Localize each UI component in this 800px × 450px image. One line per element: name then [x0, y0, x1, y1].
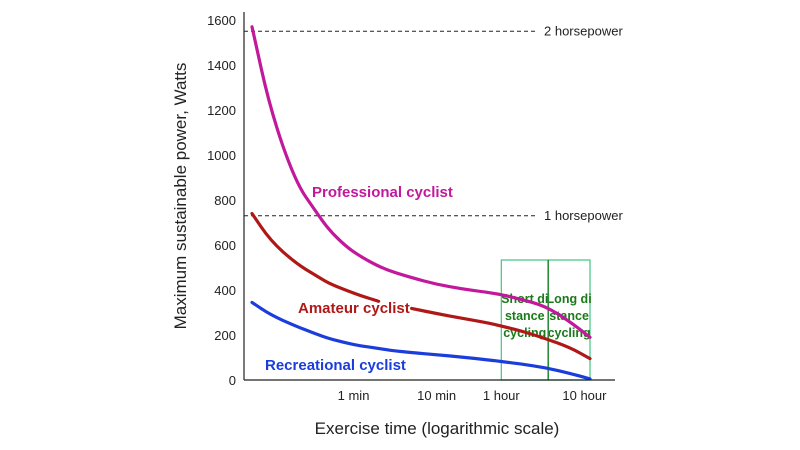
x-axis-label: Exercise time (logarithmic scale) — [315, 419, 560, 438]
series-line — [250, 300, 592, 381]
y-tick-labels: 0 200 400 600 800 1000 1200 1400 1600 — [207, 13, 236, 388]
x-tick-label: 10 hour — [562, 388, 607, 403]
y-tick-label: 200 — [214, 328, 236, 343]
y-tick-label: 0 — [229, 373, 236, 388]
series-lines — [250, 25, 592, 381]
x-tick-label: 10 min — [417, 388, 456, 403]
x-tick-label: 1 min — [338, 388, 370, 403]
reference-lines: 2 horsepower 1 horsepower — [244, 23, 623, 223]
y-tick-label: 1200 — [207, 103, 236, 118]
x-tick-label: 1 hour — [483, 388, 521, 403]
y-tick-label: 1600 — [207, 13, 236, 28]
curve-labels: Professional cyclist Amateur cyclist Recre… — [265, 184, 453, 374]
y-tick-label: 1000 — [207, 148, 236, 163]
y-tick-label: 400 — [214, 283, 236, 298]
x-tick-labels: 1 min 10 min 1 hour 10 hour — [338, 388, 608, 403]
y-axis-label: Maximum sustainable power, Watts — [171, 63, 190, 330]
y-tick-label: 600 — [214, 238, 236, 253]
region-label: stance — [505, 309, 545, 323]
region-label: Long di — [547, 292, 592, 306]
y-tick-label: 1400 — [207, 58, 236, 73]
series-line — [410, 306, 592, 361]
reference-line-label: 2 horsepower — [544, 23, 623, 38]
series-label: Professional cyclist — [312, 184, 453, 201]
series-line — [250, 211, 381, 303]
series-label: Amateur cyclist — [298, 300, 410, 317]
axes — [243, 12, 615, 381]
series-line — [250, 25, 592, 339]
reference-line-label: 1 horsepower — [544, 208, 623, 223]
series-label: Recreational cyclist — [265, 357, 406, 374]
region-label: stance — [549, 309, 589, 323]
y-tick-label: 800 — [214, 193, 236, 208]
